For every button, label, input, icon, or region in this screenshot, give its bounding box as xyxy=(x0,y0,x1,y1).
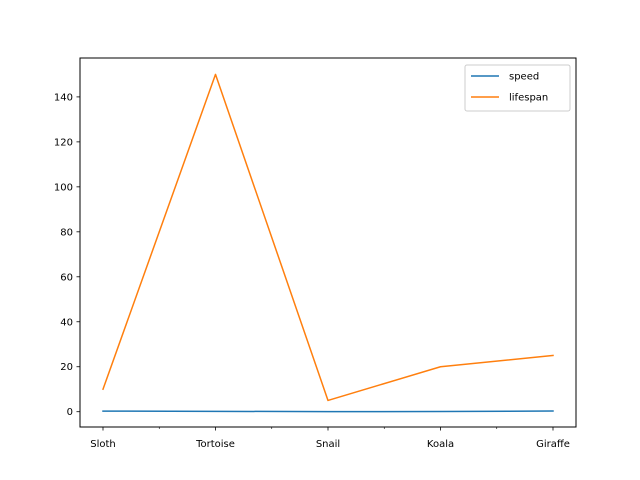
x-tick-label: Giraffe xyxy=(536,439,570,450)
y-tick-label: 140 xyxy=(54,92,73,103)
x-tick-label: Koala xyxy=(427,439,454,450)
y-tick-label: 0 xyxy=(67,407,73,418)
y-tick-label: 100 xyxy=(54,182,73,193)
legend-label-speed: speed xyxy=(509,72,539,83)
legend-label-lifespan: lifespan xyxy=(509,93,548,104)
y-tick-label: 40 xyxy=(60,317,73,328)
x-tick-label: Snail xyxy=(316,439,340,450)
plot-area xyxy=(102,73,554,413)
legend: speed lifespan xyxy=(464,64,571,112)
x-tick-label: Tortoise xyxy=(195,439,235,450)
y-tick-label: 60 xyxy=(60,272,73,283)
y-tick-label: 20 xyxy=(60,362,73,373)
x-axis: Sloth Tortoise Snail Koala Giraffe xyxy=(90,427,570,450)
y-axis: 0 20 40 60 80 100 120 140 xyxy=(54,92,80,418)
x-tick-label: Sloth xyxy=(90,439,116,450)
y-tick-label: 120 xyxy=(54,137,73,148)
y-tick-label: 80 xyxy=(60,227,73,238)
